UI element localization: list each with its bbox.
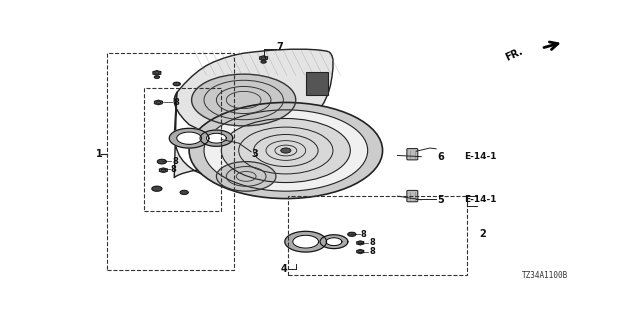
- Text: 8: 8: [369, 238, 375, 247]
- Text: 4: 4: [281, 264, 287, 274]
- Circle shape: [216, 162, 276, 191]
- Polygon shape: [292, 235, 319, 248]
- Polygon shape: [152, 186, 162, 191]
- Text: 1: 1: [95, 149, 102, 159]
- Text: E-14-1: E-14-1: [465, 152, 497, 161]
- Circle shape: [189, 102, 383, 198]
- Circle shape: [191, 74, 296, 126]
- Polygon shape: [261, 60, 266, 63]
- Text: 8: 8: [171, 165, 177, 174]
- Circle shape: [281, 148, 291, 153]
- Bar: [288, 196, 467, 275]
- FancyBboxPatch shape: [407, 148, 418, 160]
- Bar: [145, 88, 221, 211]
- Polygon shape: [154, 76, 159, 78]
- Polygon shape: [348, 232, 356, 236]
- Polygon shape: [154, 100, 162, 105]
- FancyBboxPatch shape: [407, 190, 418, 202]
- Polygon shape: [157, 159, 166, 164]
- Polygon shape: [180, 190, 188, 194]
- Text: 8: 8: [369, 247, 375, 256]
- Polygon shape: [174, 49, 333, 186]
- Text: 6: 6: [437, 152, 444, 162]
- Polygon shape: [357, 241, 364, 245]
- Polygon shape: [173, 82, 180, 86]
- Text: FR.: FR.: [504, 46, 524, 63]
- FancyBboxPatch shape: [306, 72, 328, 95]
- Text: 8: 8: [173, 98, 179, 107]
- Circle shape: [221, 118, 350, 182]
- Polygon shape: [320, 235, 348, 249]
- Polygon shape: [200, 130, 233, 146]
- Text: 5: 5: [437, 195, 444, 205]
- Text: TZ34A1100B: TZ34A1100B: [522, 271, 568, 280]
- Bar: [108, 53, 234, 270]
- Text: 2: 2: [479, 229, 486, 239]
- Text: 7: 7: [276, 42, 283, 52]
- Text: 3: 3: [251, 149, 258, 159]
- Polygon shape: [207, 133, 227, 143]
- Text: E-14-1: E-14-1: [465, 195, 497, 204]
- Text: 8: 8: [361, 230, 367, 239]
- Polygon shape: [159, 168, 167, 172]
- Polygon shape: [153, 71, 161, 75]
- Polygon shape: [260, 56, 268, 60]
- Polygon shape: [326, 238, 342, 246]
- Polygon shape: [170, 128, 209, 148]
- Text: 8: 8: [172, 156, 178, 166]
- Polygon shape: [177, 132, 202, 144]
- Polygon shape: [357, 250, 364, 253]
- Circle shape: [204, 110, 368, 191]
- Polygon shape: [285, 231, 326, 252]
